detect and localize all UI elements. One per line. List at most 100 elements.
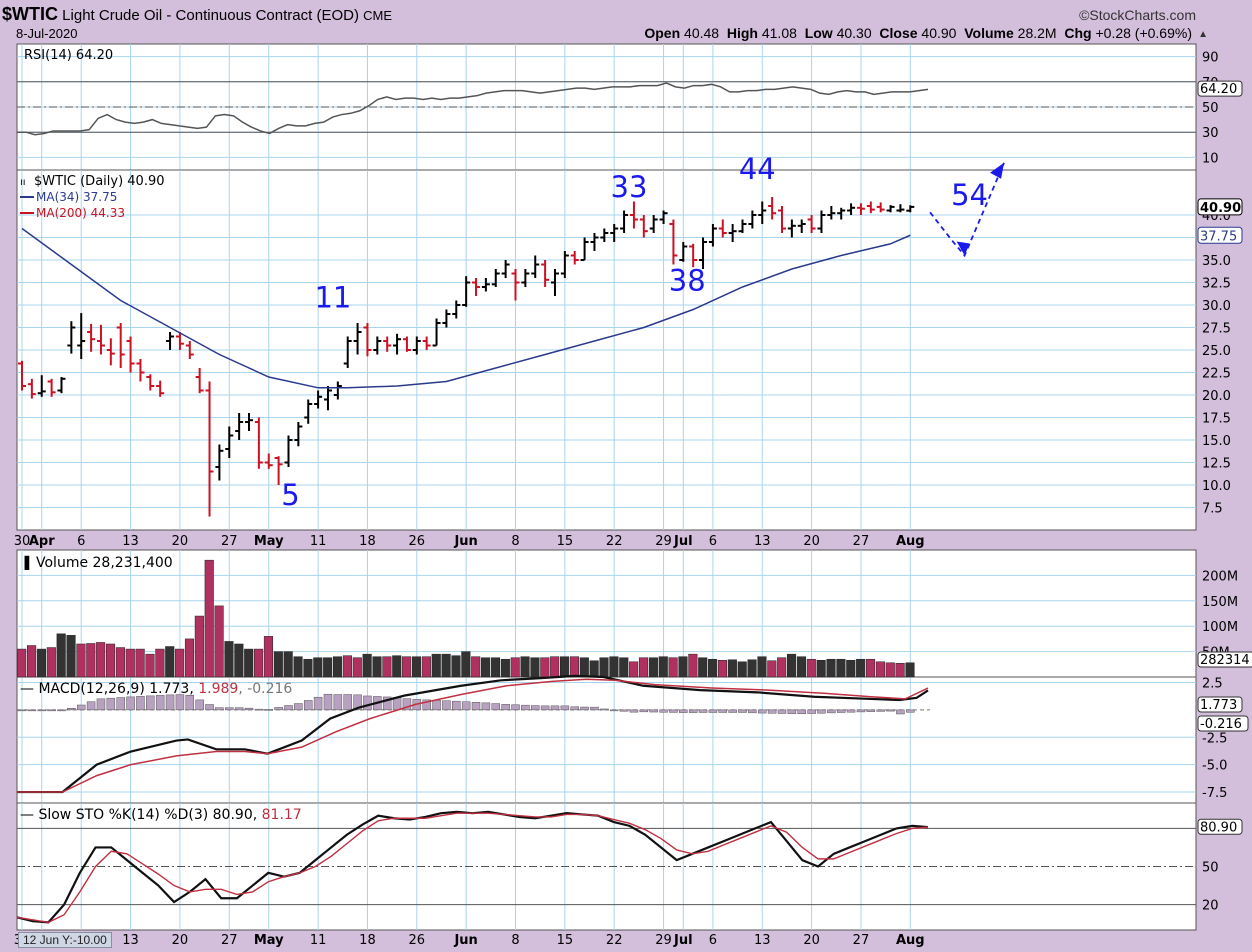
x-tick-label-bottom: 13 <box>122 933 139 948</box>
volume-bar <box>668 657 678 678</box>
macd-histogram-bar <box>550 705 560 711</box>
ohlc-bar <box>560 251 569 278</box>
macd-histogram-bar <box>836 709 846 713</box>
macd-legend: — MACD(12,26,9) 1.773, 1.989, -0.216 <box>20 681 292 697</box>
ohlc-bar <box>373 336 382 355</box>
ohlc-bar <box>274 456 283 485</box>
macd-histogram-bar <box>274 707 283 711</box>
volume-bar <box>520 656 530 678</box>
ohlc-bar <box>570 251 579 265</box>
sto-d-line <box>16 812 929 924</box>
volume-bar <box>303 658 313 678</box>
ohlc-bar <box>67 321 76 354</box>
ohlc-bar <box>768 197 777 220</box>
macd-histogram-bar <box>896 709 905 715</box>
volume-bar <box>224 641 234 678</box>
macd-histogram-bar <box>303 700 313 711</box>
sto-tick-label: 20 <box>1202 899 1219 914</box>
macd-histogram-bar <box>432 700 441 711</box>
open-label: Open <box>644 25 681 41</box>
volume-bar <box>638 657 649 678</box>
volume-bar <box>234 643 244 678</box>
volume-bar <box>313 657 323 678</box>
rsi-legend: RSI(14) 64.20 <box>24 48 113 63</box>
macd-legend-value: 1.773, <box>149 681 198 697</box>
ohlc-bar <box>659 210 668 224</box>
macd-histogram-bar <box>17 709 27 712</box>
macd-histogram-bar <box>234 707 244 711</box>
price-tick-label: 22.5 <box>1202 367 1231 382</box>
ohlc-bar <box>254 417 263 469</box>
hist-last-label: -0.216 <box>1200 717 1242 732</box>
volume-bar <box>550 656 560 678</box>
ohlc-bar <box>215 444 224 481</box>
sto-legend: — Slow STO %K(14) %D(3) 80.90, 81.17 <box>20 807 302 823</box>
ohlc-bar <box>738 219 747 233</box>
sto-last-box <box>1197 818 1243 835</box>
volume-bar <box>530 657 540 678</box>
macd-histogram-bar <box>619 709 629 712</box>
volume-bar <box>569 656 579 678</box>
volume-bar <box>204 559 214 678</box>
macd-histogram-bar <box>27 709 37 712</box>
ohlc-bar <box>472 278 481 296</box>
volume-bar <box>885 662 895 678</box>
ohlc-bar <box>402 336 411 352</box>
ohlc-bar <box>610 224 619 242</box>
x-tick-label: 20 <box>803 534 820 549</box>
x-tick-label: 30 <box>14 534 31 549</box>
macd-histogram-bar <box>491 703 501 711</box>
ohlc-bar <box>175 332 184 350</box>
macd-histogram-bar <box>649 709 658 713</box>
price-tick-label: 10.0 <box>1202 479 1231 494</box>
ohlc-bar <box>422 336 431 350</box>
macd-last-box <box>1197 696 1243 713</box>
ohlc-bar <box>580 237 589 261</box>
volume-bar <box>658 656 668 678</box>
macd-line <box>17 674 929 794</box>
ohlc-bar <box>511 269 520 301</box>
volume-bar <box>175 648 185 678</box>
macd-histogram-bar <box>609 709 619 712</box>
macd-histogram-bar <box>363 695 372 711</box>
ohlc-bar <box>856 203 865 215</box>
x-tick-label: 22 <box>606 534 623 549</box>
ohlc-bar <box>57 377 66 394</box>
macd-histogram-bar <box>382 696 392 711</box>
ohlc-bar <box>146 374 155 391</box>
ohlc-bar <box>827 206 836 220</box>
x-tick-label-bottom: 15 <box>557 933 574 948</box>
macd-histogram-bar <box>422 699 431 711</box>
rsi-tick-label: 30 <box>1202 126 1219 141</box>
ma34-box <box>1197 226 1243 244</box>
volume-bar <box>342 655 352 678</box>
macd-histogram-bar <box>679 709 688 713</box>
ma34-line <box>21 227 911 389</box>
volume-bar <box>767 660 777 678</box>
macd-histogram-bar <box>777 709 787 714</box>
volume-bar <box>411 656 422 678</box>
volume-bar <box>254 648 264 678</box>
ohlc-bar <box>550 269 559 296</box>
x-tick-label: 27 <box>221 534 238 549</box>
ohlc-bar <box>758 201 767 224</box>
volume-bar <box>283 651 293 678</box>
up-arrow-icon: ▲ <box>1198 29 1208 40</box>
volume-bar <box>293 656 303 678</box>
volume-bar <box>402 656 412 678</box>
volume-bar <box>165 646 175 678</box>
annotation-5: 5 <box>281 478 299 512</box>
close-label: Close <box>879 25 918 41</box>
x-tick-label-bottom: 27 <box>221 933 238 948</box>
price-tick-label: 35.0 <box>1202 254 1231 269</box>
macd-histogram-bar <box>136 696 145 711</box>
macd-histogram-bar <box>708 709 718 713</box>
volume-bar <box>826 658 836 678</box>
ohlc-bar <box>748 210 757 229</box>
volume-bar <box>619 657 629 678</box>
volume-bar <box>431 653 441 678</box>
volume-bar <box>145 653 155 678</box>
ohlc-bar <box>47 378 56 397</box>
ohlc-bar <box>136 359 145 382</box>
